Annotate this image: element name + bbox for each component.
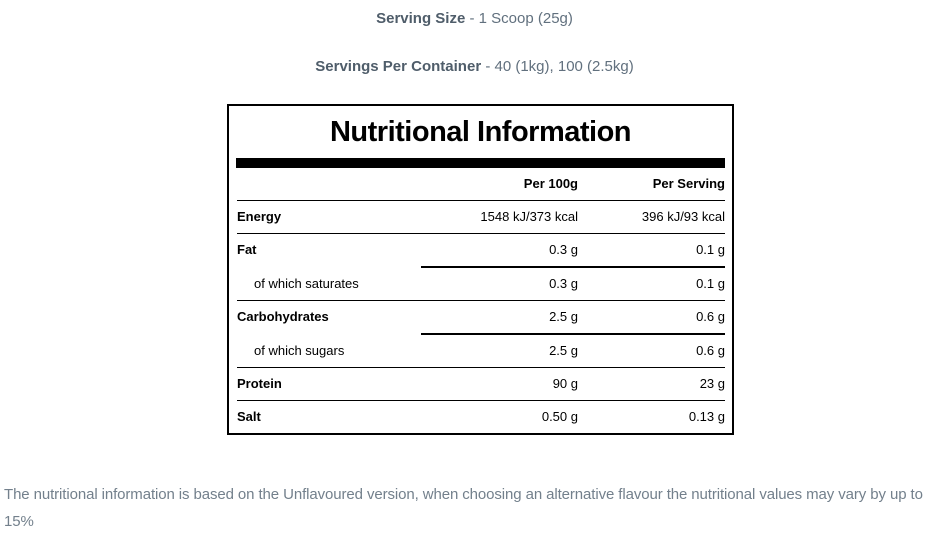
per-serving-value: 0.6 g	[696, 309, 725, 324]
row-divider	[237, 400, 725, 401]
per-100g-value: 1548 kJ/373 kcal	[480, 209, 578, 224]
nutrition-panel-title: Nutritional Information	[329, 116, 632, 148]
servings-per-container-label: Servings Per Container	[315, 58, 482, 75]
per-serving-value: 0.1 g	[696, 242, 725, 257]
nutrient-label: of which sugars	[254, 343, 345, 358]
row-fat: Fat 0.3 g 0.1 g	[237, 234, 725, 266]
row-divider	[237, 200, 725, 201]
row-of-which-saturates: of which saturates 0.3 g 0.1 g	[237, 268, 725, 300]
nutrition-panel: Nutritional Information Per 100g Per Ser…	[227, 104, 734, 435]
serving-size-label: Serving Size	[376, 10, 466, 27]
per-serving-value: 0.6 g	[696, 343, 725, 358]
column-header-per-serving: Per Serving	[652, 176, 725, 191]
nutrient-label: Energy	[237, 209, 282, 224]
servings-per-container-value: - 40 (1kg), 100 (2.5kg)	[485, 58, 634, 75]
row-energy: Energy 1548 kJ/373 kcal 396 kJ/93 kcal	[237, 201, 725, 233]
nutrition-table: Per 100g Per Serving Energy 1548 kJ/373 …	[237, 168, 725, 433]
per-serving-value: 23 g	[699, 376, 725, 391]
column-header-per-100g: Per 100g	[523, 176, 578, 191]
nutrient-label: Carbohydrates	[237, 309, 329, 324]
row-salt: Salt 0.50 g 0.13 g	[237, 401, 725, 433]
per-serving-value: 396 kJ/93 kcal	[641, 209, 725, 224]
per-100g-value: 0.3 g	[549, 276, 578, 291]
row-divider-partial	[421, 333, 725, 335]
row-divider-partial	[421, 266, 725, 268]
row-divider	[237, 233, 725, 234]
thick-divider-bar	[236, 158, 725, 168]
per-serving-value: 0.1 g	[696, 276, 725, 291]
nutrient-label: Protein	[237, 376, 282, 391]
per-100g-value: 0.50 g	[541, 409, 578, 424]
servings-per-container-line: Servings Per Container - 40 (1kg), 100 (…	[0, 58, 949, 75]
per-100g-value: 90 g	[552, 376, 578, 391]
nutrition-disclaimer: The nutritional information is based on …	[4, 486, 923, 530]
nutrient-label: Fat	[237, 242, 257, 257]
serving-size-value: - 1 Scoop (25g)	[469, 10, 573, 27]
nutrient-label: Salt	[237, 409, 261, 424]
serving-size-line: Serving Size - 1 Scoop (25g)	[0, 10, 949, 27]
row-divider	[237, 367, 725, 368]
per-100g-value: 2.5 g	[549, 309, 578, 324]
row-carbohydrates: Carbohydrates 2.5 g 0.6 g	[237, 301, 725, 333]
per-100g-value: 0.3 g	[549, 242, 578, 257]
per-100g-value: 2.5 g	[549, 343, 578, 358]
row-of-which-sugars: of which sugars 2.5 g 0.6 g	[237, 335, 725, 367]
row-protein: Protein 90 g 23 g	[237, 368, 725, 400]
column-header-row: Per 100g Per Serving	[237, 168, 725, 200]
per-serving-value: 0.13 g	[688, 409, 725, 424]
row-divider	[237, 300, 725, 301]
nutrient-label: of which saturates	[254, 276, 359, 291]
